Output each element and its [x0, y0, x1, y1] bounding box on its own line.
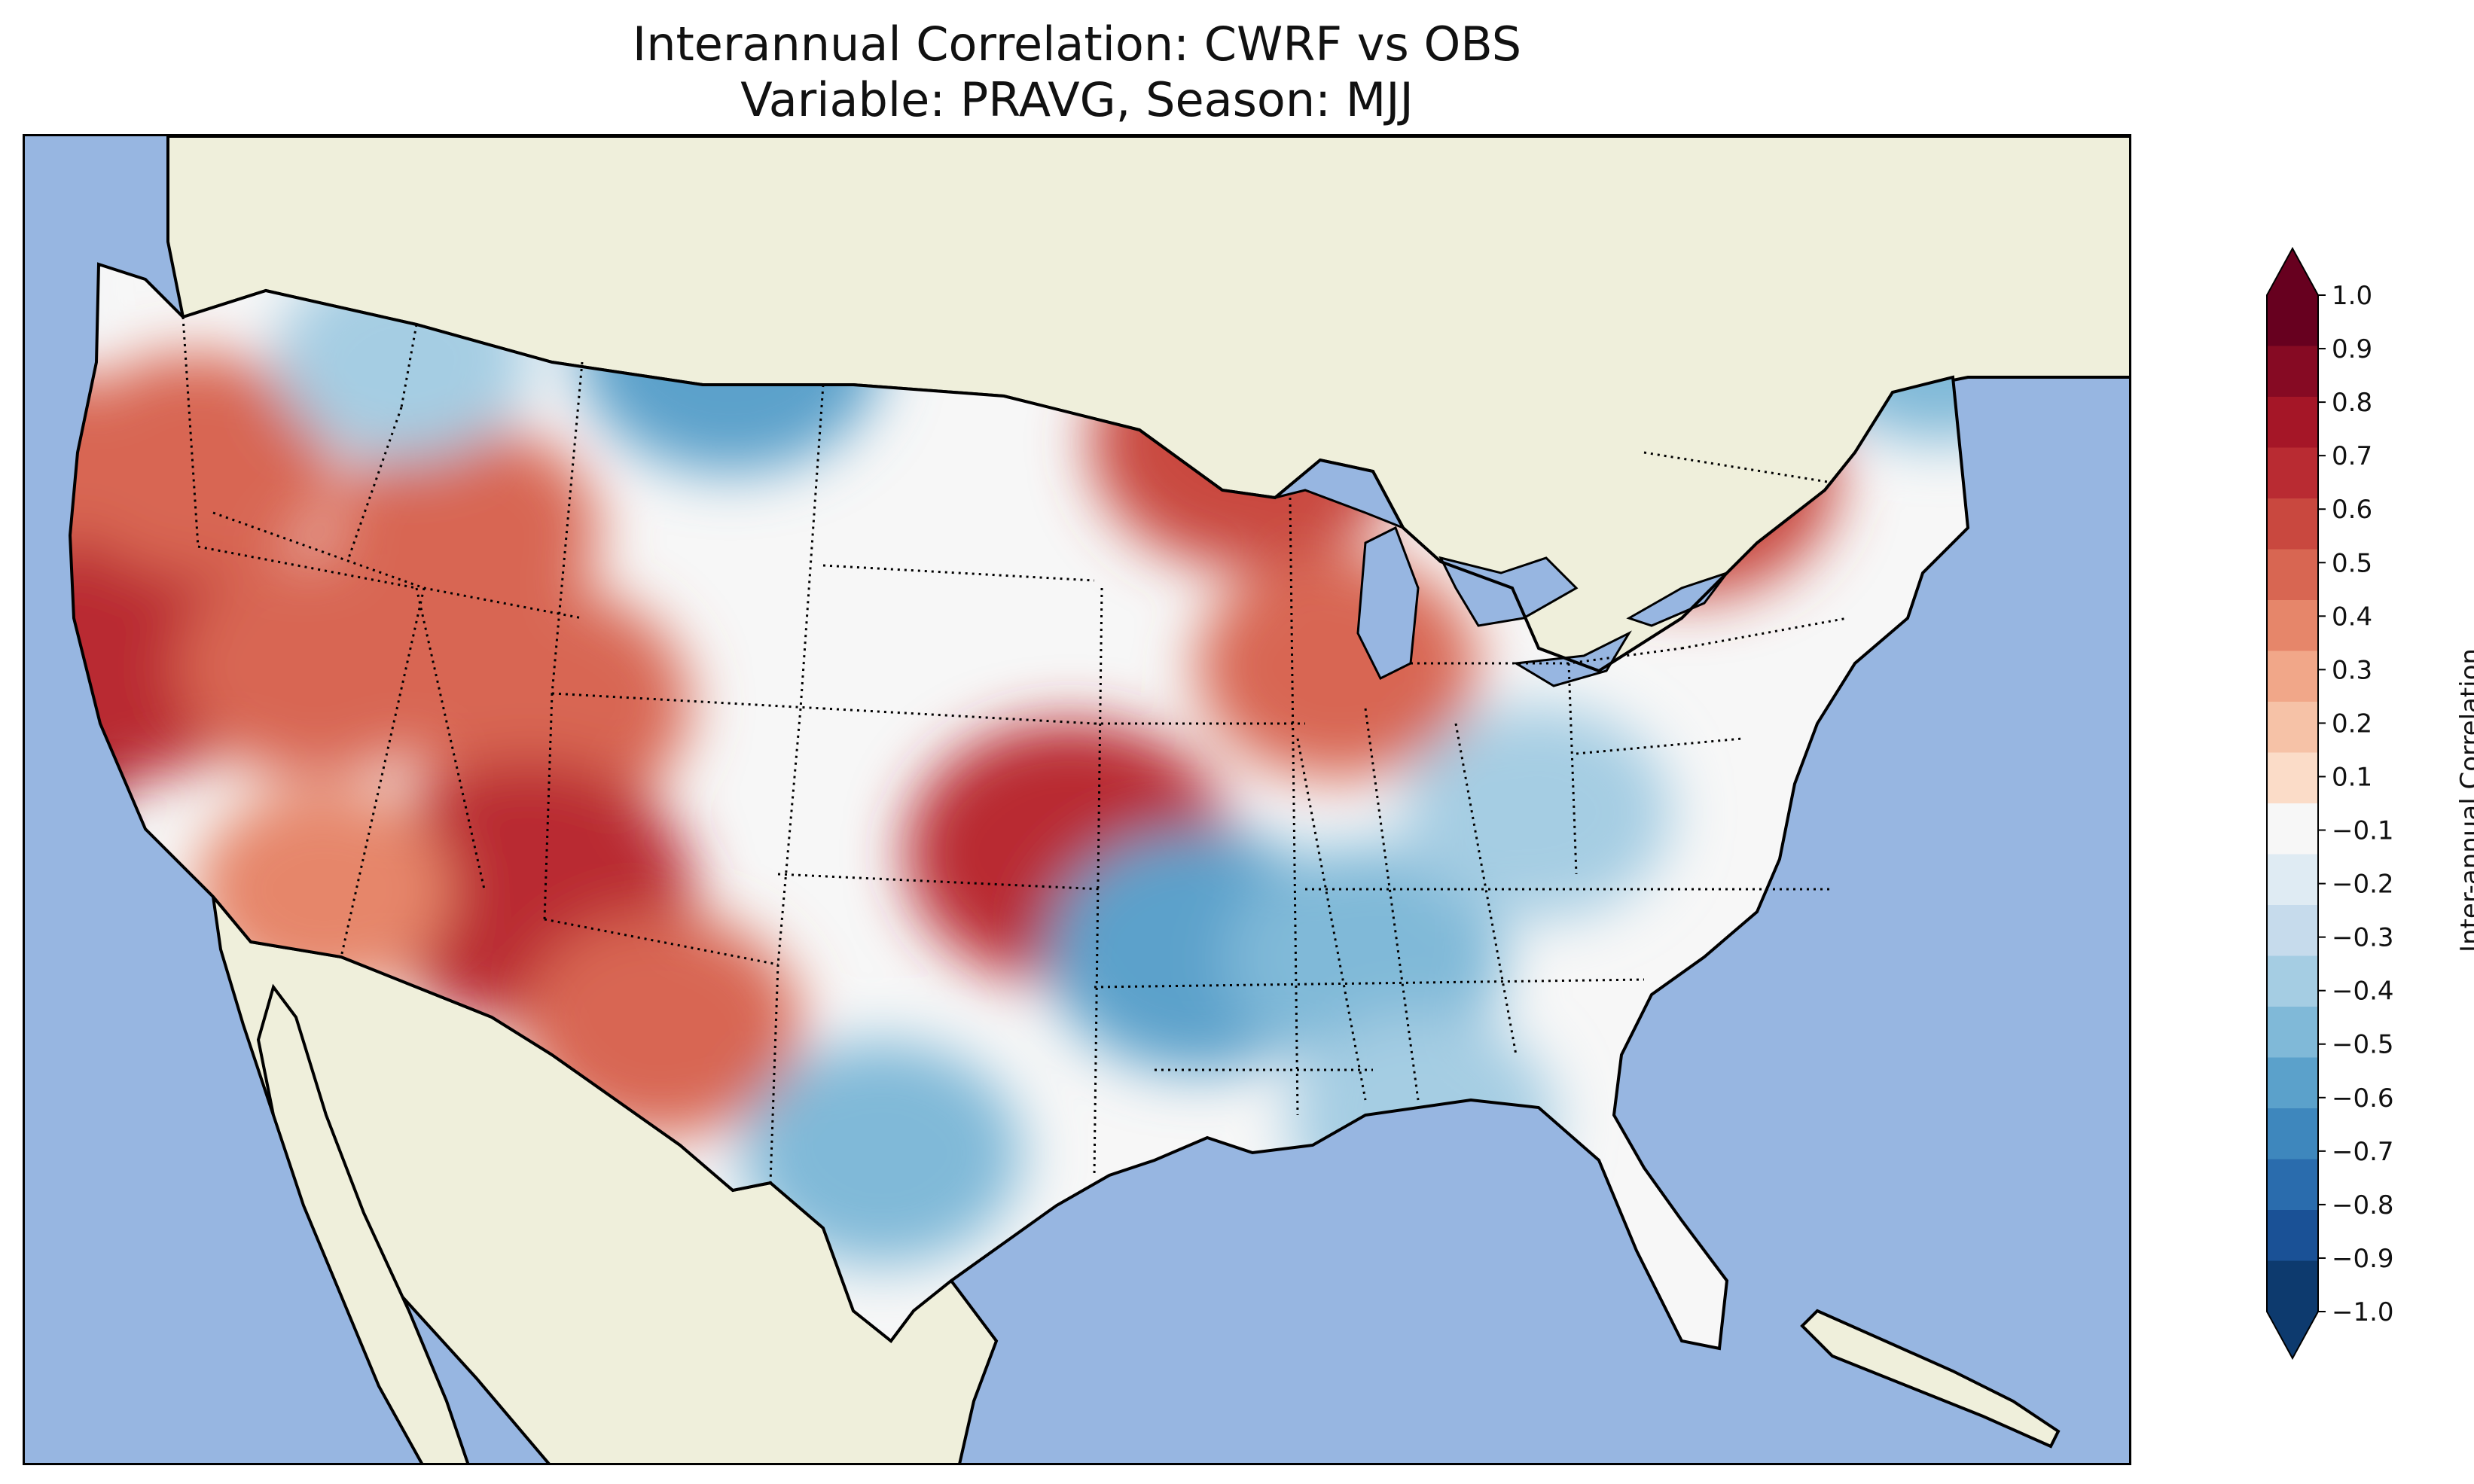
state-border-27 — [1576, 737, 1743, 755]
colorbar-bin-1 — [2267, 346, 2318, 398]
colorbar-tick-label: −0.1 — [2332, 816, 2394, 846]
colorbar-tick-label: 0.5 — [2332, 548, 2372, 578]
baja-peninsula — [256, 983, 470, 1463]
colorbar-bin-5 — [2267, 549, 2318, 601]
colorbar-tick-label: 1.0 — [2332, 281, 2372, 311]
colorbar-bin-0 — [2267, 295, 2318, 347]
colorbar-bin-13 — [2267, 955, 2318, 1007]
colorbar-bin-10 — [2267, 803, 2318, 855]
colorbar-bin-16 — [2267, 1108, 2318, 1160]
colorbar-tick-label: 0.3 — [2332, 655, 2372, 685]
colorbar-bin-14 — [2267, 1007, 2318, 1059]
us-coastline — [68, 262, 1970, 1351]
colorbar-extend-max — [2267, 248, 2318, 295]
state-border-14 — [822, 564, 1095, 582]
correlation-region-8 — [196, 788, 452, 992]
chart-subtitle: Variable: PRAVG, Season: MJJ — [740, 72, 1414, 127]
colorbar-bin-4 — [2267, 498, 2318, 550]
colorbar-tick-label: −0.2 — [2332, 870, 2394, 900]
colorbar-bin-17 — [2267, 1159, 2318, 1211]
cuba-island — [1800, 1309, 2061, 1449]
state-border-1 — [197, 545, 417, 590]
correlation-region-22 — [742, 1041, 1022, 1266]
state-border-13 — [769, 964, 779, 1184]
colorbar-tick-label: −1.0 — [2332, 1297, 2394, 1327]
colorbar-bin-2 — [2267, 397, 2318, 449]
state-border-6 — [551, 361, 584, 694]
colorbar-bin-18 — [2267, 1210, 2318, 1262]
state-border-17 — [1093, 587, 1103, 1176]
state-border-10 — [340, 587, 426, 958]
colorbar-bin-11 — [2267, 854, 2318, 906]
colorbar-tick-label: 0.6 — [2332, 495, 2372, 525]
colorbar-tick-label: −0.9 — [2332, 1244, 2394, 1274]
colorbar-tick-label: 0.7 — [2332, 441, 2372, 471]
colorbar-tick-label: 0.4 — [2332, 602, 2372, 632]
state-border-22 — [1454, 723, 1518, 1056]
colorbar-bin-9 — [2267, 752, 2318, 804]
chart-title: Interannual Correlation: CWRF vs OBS — [632, 17, 1522, 72]
colorbar-tick-label: 0.2 — [2332, 708, 2372, 739]
colorbar-extend-min — [2267, 1312, 2318, 1358]
colorbar-bin-3 — [2267, 447, 2318, 499]
state-border-20 — [1296, 738, 1367, 1101]
correlation-map — [25, 136, 2129, 1463]
state-border-11 — [544, 918, 779, 966]
colorbar-tick-label: −0.3 — [2332, 923, 2394, 953]
colorbar-tick-label: −0.6 — [2332, 1083, 2394, 1114]
state-border-26 — [1681, 617, 1848, 650]
colorbar-bin-15 — [2267, 1057, 2318, 1109]
colorbar-bin-7 — [2267, 651, 2318, 702]
colorbar-label: Inter-annual Correlation — [2455, 648, 2474, 952]
colorbar-tick-label: −0.5 — [2332, 1030, 2394, 1060]
colorbar-tick-label: 0.8 — [2332, 388, 2372, 418]
colorbar-tick-label: 0.1 — [2332, 762, 2372, 792]
colorbar-bin-19 — [2267, 1260, 2318, 1312]
state-border-29 — [1643, 451, 1833, 484]
colorbar-bin-8 — [2267, 702, 2318, 754]
correlation-region-6 — [398, 587, 690, 821]
correlation-region-5 — [331, 423, 599, 638]
state-border-15 — [822, 707, 1095, 725]
state-border-12 — [776, 708, 802, 965]
state-border-19 — [1289, 497, 1299, 1116]
colorbar-tick-label: 0.9 — [2332, 334, 2372, 364]
map-panel — [23, 134, 2131, 1465]
colorbar-bin-6 — [2267, 600, 2318, 652]
state-border-21 — [1364, 708, 1420, 1101]
colorbar-tick-label: −0.4 — [2332, 977, 2394, 1007]
colorbar-tick-label: −0.7 — [2332, 1137, 2394, 1167]
correlation-region-3 — [70, 353, 336, 577]
correlation-region-19 — [1404, 705, 1672, 919]
state-borders — [182, 316, 1848, 1184]
colorbar-tick-label: −0.8 — [2332, 1190, 2394, 1220]
state-border-3 — [400, 324, 418, 408]
state-border-25 — [1567, 663, 1578, 875]
colorbar-bin-12 — [2267, 905, 2318, 957]
colorbar: 1.0 0.9 0.8 0.7 0.6 0.5 0.4 0.3 0.2 0.1 −0.1 −0.2 −0… — [2252, 235, 2440, 1364]
state-border-7 — [551, 692, 824, 710]
state-border-0 — [182, 316, 200, 547]
